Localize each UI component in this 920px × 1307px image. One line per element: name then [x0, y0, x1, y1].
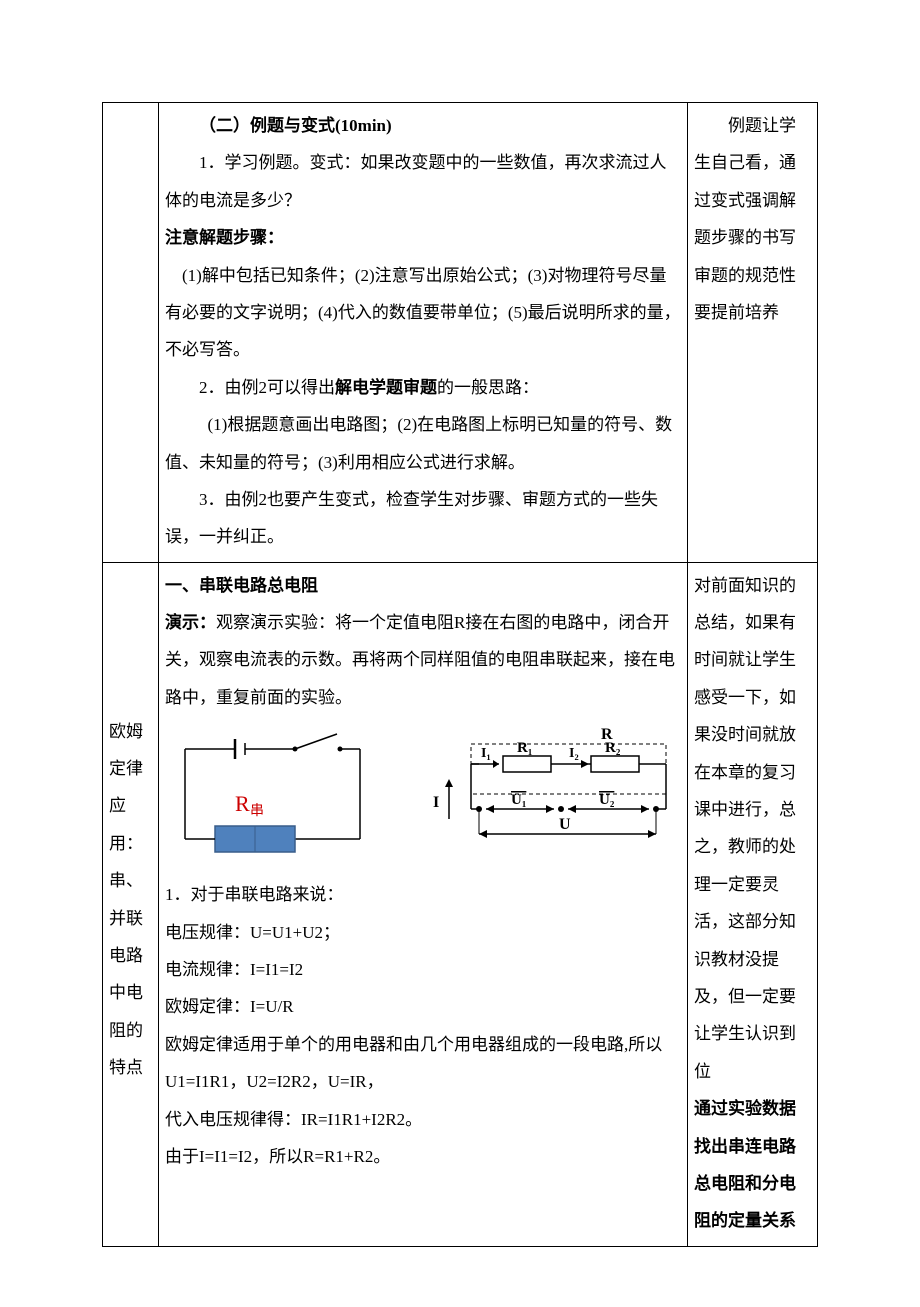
table-row: 欧姆 定律 应用： 串、 并联 电路 中电 阻的 特点 一、串联电路总电阻 演示… [103, 562, 818, 1246]
left-circuit-svg: R 串 [165, 729, 375, 859]
middle-cell-2: 一、串联电路总电阻 演示：观察演示实验：将一个定值电阻R接在右图的电路中，闭合开… [159, 562, 688, 1246]
paragraph: 电流规律：I=I1=I2 [165, 951, 681, 988]
section-heading: （二）例题与变式(10min) [165, 107, 681, 144]
paragraph: 1．对于串联电路来说： [165, 876, 681, 913]
right-circuit-svg: R I₁ R₁ I₂ R₂ [431, 724, 681, 864]
paragraph: (1)根据题意画出电路图；(2)在电路图上标明已知量的符号、数值、未知量的符号；… [165, 406, 681, 481]
left-title-line: 阻的 [109, 1021, 143, 1040]
svg-text:R: R [235, 791, 250, 816]
left-title-line: 定律 [109, 759, 143, 778]
left-title-line: 串、 [109, 871, 143, 890]
left-title-line: 并联 [109, 909, 143, 928]
svg-text:I₂: I₂ [569, 746, 579, 761]
svg-text:U: U [559, 816, 571, 833]
table-row: （二）例题与变式(10min) 1．学习例题。变式：如果改变题中的一些数值，再次… [103, 103, 818, 563]
paragraph: (1)解中包括已知条件；(2)注意写出原始公式；(3)对物理符号尽量有必要的文字… [165, 257, 681, 369]
demo-text: 观察演示实验：将一个定值电阻R接在右图的电路中，闭合开关，观察电流表的示数。再将… [165, 613, 675, 707]
paragraph: 欧姆定律适用于单个的用电器和由几个用电器组成的一段电路,所以U1=I1R1，U2… [165, 1026, 681, 1101]
svg-text:I: I [433, 794, 439, 811]
paragraph: 代入电压规律得：IR=I1R1+I2R2。 [165, 1101, 681, 1138]
left-title-line: 特点 [109, 1058, 143, 1077]
note-text-bold: 通过实验数据找出串连电路总电阻和分电阻的定量关系 [694, 1090, 811, 1240]
svg-text:R₁: R₁ [517, 740, 532, 756]
svg-text:U₂: U₂ [599, 792, 615, 808]
paragraph: 2．由例2可以得出解电学题审题的一般思路： [165, 369, 681, 406]
text-bold: 解电学题审题 [335, 378, 437, 397]
paragraph: 演示：观察演示实验：将一个定值电阻R接在右图的电路中，闭合开关，观察电流表的示数… [165, 604, 681, 716]
left-title-line: 电路 [109, 946, 143, 965]
paragraph: 由于I=I1=I2，所以R=R1+R2。 [165, 1138, 681, 1175]
left-title-line: 欧姆 [109, 722, 143, 741]
paragraph: 3．由例2也要产生变式，检查学生对步骤、审题方式的一些失误，一并纠正。 [165, 481, 681, 556]
svg-text:U₁: U₁ [511, 792, 526, 808]
left-title-line: 应用： [109, 796, 143, 852]
demo-label: 演示： [165, 613, 216, 632]
lesson-table: （二）例题与变式(10min) 1．学习例题。变式：如果改变题中的一些数值，再次… [102, 102, 818, 1247]
text: 2．由例2可以得出 [199, 378, 335, 397]
section-heading: 一、串联电路总电阻 [165, 567, 681, 604]
left-cell-title: 欧姆 定律 应用： 串、 并联 电路 中电 阻的 特点 [103, 562, 159, 1246]
right-cell-1: 例题让学生自己看，通过变式强调解题步骤的书写审题的规范性要提前培养 [688, 103, 818, 563]
note-text: 例题让学生自己看，通过变式强调解题步骤的书写审题的规范性要提前培养 [694, 107, 811, 331]
text: 的一般思路： [437, 378, 539, 397]
paragraph: 欧姆定律：I=U/R [165, 988, 681, 1025]
middle-cell-1: （二）例题与变式(10min) 1．学习例题。变式：如果改变题中的一些数值，再次… [159, 103, 688, 563]
circuit-diagrams: R 串 R I₁ R₁ [165, 724, 681, 864]
right-cell-2: 对前面知识的总结，如果有时间就让学生感受一下，如果没时间就放在本章的复习课中进行… [688, 562, 818, 1246]
left-cell-empty [103, 103, 159, 563]
svg-text:R₂: R₂ [605, 740, 621, 756]
note-text: 对前面知识的总结，如果有时间就让学生感受一下，如果没时间就放在本章的复习课中进行… [694, 567, 811, 1090]
steps-label: 注意解题步骤： [165, 219, 681, 256]
paragraph: 电压规律：U=U1+U2； [165, 914, 681, 951]
left-title-line: 中电 [109, 983, 143, 1002]
svg-text:I₁: I₁ [481, 746, 491, 761]
svg-text:串: 串 [250, 803, 264, 819]
paragraph: 1．学习例题。变式：如果改变题中的一些数值，再次求流过人体的电流是多少？ [165, 144, 681, 219]
